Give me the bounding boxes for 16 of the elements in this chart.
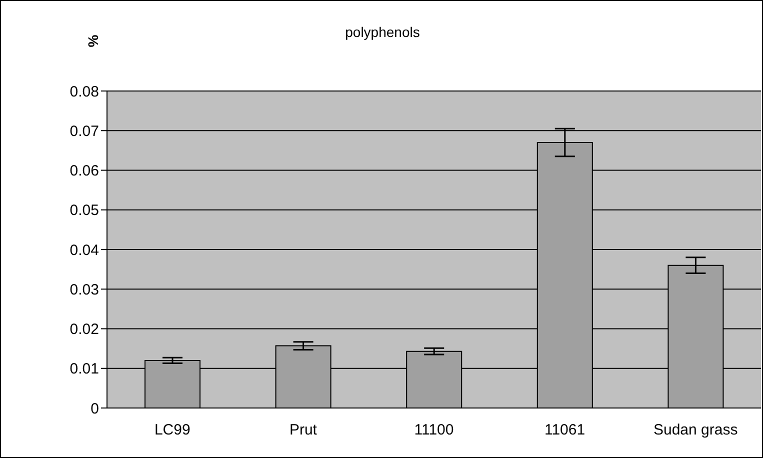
y-tick-label: 0.04 bbox=[70, 242, 99, 259]
y-tick-label: 0.06 bbox=[70, 162, 99, 180]
y-tick-label: 0.05 bbox=[70, 202, 99, 220]
chart-title: polyphenols bbox=[345, 24, 420, 40]
x-tick-label: LC99 bbox=[154, 422, 190, 439]
y-tick-label: 0 bbox=[90, 400, 99, 418]
y-tick-label: 0.07 bbox=[70, 122, 99, 140]
y-tick-label: 0.03 bbox=[70, 281, 99, 298]
y-axis-title: % bbox=[85, 34, 102, 48]
y-tick-label: 0.02 bbox=[70, 321, 99, 338]
y-tick-label: 0.01 bbox=[70, 360, 99, 378]
x-tick-label: 11061 bbox=[544, 422, 586, 439]
y-tick-label: 0.08 bbox=[70, 83, 99, 100]
x-tick-label: Sudan grass bbox=[653, 422, 738, 439]
x-tick-label: 11100 bbox=[414, 422, 454, 439]
x-tick-label: Prut bbox=[289, 422, 318, 439]
